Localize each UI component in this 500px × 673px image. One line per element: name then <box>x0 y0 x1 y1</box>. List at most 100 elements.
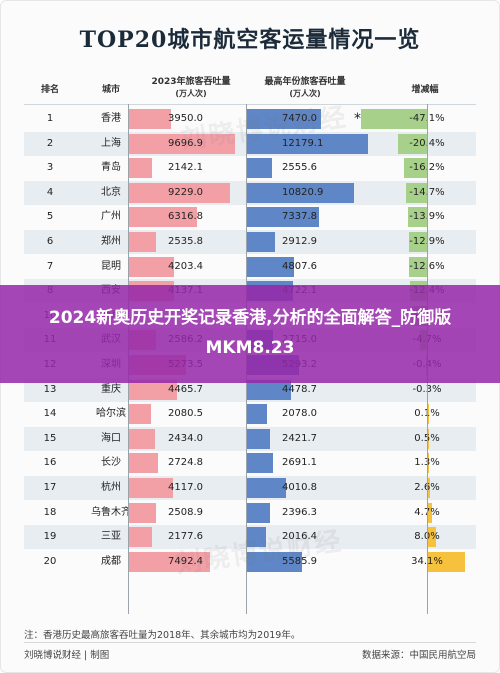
bar-max-year <box>246 478 287 498</box>
value-2023-label: 2535.8 <box>168 236 203 247</box>
bar-change <box>407 207 427 228</box>
rank-cell: 14 <box>43 408 57 420</box>
bar-2023 <box>128 453 158 474</box>
table-row: 7 昆明 4203.4 4807.6 -12.6% <box>24 255 476 279</box>
footnote: 注：香港历史最高旅客吞吐量为2018年、其余城市均为2019年。 <box>24 630 301 641</box>
city-cell: 重庆 <box>101 383 121 395</box>
header-change: 增减幅 <box>411 85 439 95</box>
header-rank: 排名 <box>40 85 59 95</box>
value-max-label: 12179.1 <box>282 137 324 149</box>
city-cell: 昆明 <box>101 260 121 272</box>
value-max-label: 2421.7 <box>282 432 317 444</box>
bar-2023 <box>128 256 175 277</box>
rank-cell: 6 <box>46 236 54 247</box>
bar-max-year <box>246 527 267 548</box>
rank-cell: 7 <box>46 260 54 272</box>
promo-overlay-banner[interactable]: 2024新奥历史开奖记录香港,分析的全面解答_防御版MKM8.23 <box>0 285 500 383</box>
value-max-label: 2016.4 <box>282 531 317 543</box>
header-2023-unit: (万人次) <box>175 89 207 98</box>
change-label: -13.9% <box>397 205 457 229</box>
rank-cell: 5 <box>46 211 54 223</box>
bar-2023 <box>128 109 172 129</box>
bar-change <box>361 109 427 129</box>
bar-change <box>408 232 427 252</box>
value-2023-label: 2724.8 <box>168 457 203 469</box>
bar-2023 <box>128 478 174 498</box>
bar-max-year <box>246 109 321 129</box>
header-max: 最高年份旅客吞吐量 (万人次) <box>245 76 365 100</box>
bar-max-year <box>246 379 291 400</box>
value-max-label: 4010.8 <box>282 482 317 493</box>
bar-change <box>409 256 427 277</box>
value-2023-label: 2142.1 <box>168 162 203 174</box>
bar-max-year <box>246 207 320 228</box>
bar-max-year <box>246 133 368 154</box>
table-row: 2 上海 9696.9 12179.1 -20.4% <box>24 131 476 156</box>
header-city: 城市 <box>101 85 120 95</box>
value-max-label: 10820.9 <box>282 186 324 198</box>
value-max-label: 2691.1 <box>282 457 317 469</box>
bar-2023 <box>128 551 211 572</box>
bar-max-year <box>246 182 355 203</box>
footer-credit: 刘晓博说财经 | 制图 <box>24 650 110 661</box>
overlay-text[interactable]: 2024新奥历史开奖记录香港,分析的全面解答_防御版MKM8.23 <box>48 308 452 358</box>
value-max-label: 7470.0 <box>282 113 317 124</box>
value-2023-label: 9696.9 <box>168 137 203 149</box>
value-max-label: 2555.6 <box>282 162 317 174</box>
bar-change <box>427 551 465 572</box>
rank-cell: 18 <box>43 506 57 518</box>
header-2023: 2023年旅客吞吐量 (万人次) <box>136 76 246 100</box>
rank-cell: 17 <box>43 482 57 493</box>
header-rule <box>24 104 476 105</box>
historic-peak-star: * <box>354 111 361 127</box>
bar-max-year <box>246 551 302 572</box>
value-max-label: 7337.8 <box>282 211 317 223</box>
bar-max-year <box>246 158 272 179</box>
bar-max-year <box>246 502 270 523</box>
footer-source: 数据来源：中国民用航空局 <box>361 650 476 661</box>
bar-max-year <box>246 453 273 474</box>
city-cell: 青岛 <box>101 162 121 174</box>
value-2023-label: 7492.4 <box>168 555 203 567</box>
rank-cell: 20 <box>43 555 57 567</box>
bar-change <box>406 182 427 203</box>
city-cell: 北京 <box>101 186 121 198</box>
value-2023-label: 2434.0 <box>168 432 203 444</box>
city-cell: 杭州 <box>101 482 121 493</box>
bar-2023 <box>128 182 230 203</box>
value-max-label: 2396.3 <box>282 506 317 518</box>
rank-cell: 13 <box>43 383 57 395</box>
value-2023-label: 2080.5 <box>168 408 203 420</box>
value-2023-label: 4203.4 <box>168 260 203 272</box>
table-row: 3 青岛 2142.1 2555.6 -16.2% <box>24 156 476 180</box>
value-max-label: 2912.9 <box>282 236 317 247</box>
change-label: -12.6% <box>397 255 457 279</box>
city-cell: 海口 <box>101 432 121 444</box>
rank-cell: 4 <box>46 186 54 198</box>
change-label: -12.9% <box>397 230 457 254</box>
bar-change <box>398 133 427 154</box>
bar-2023 <box>128 158 152 179</box>
rank-cell: 15 <box>43 432 57 444</box>
bar-max-year <box>246 232 276 252</box>
value-max-label: 5585.9 <box>282 555 317 567</box>
bar-2023 <box>128 133 235 154</box>
city-cell: 哈尔滨 <box>96 408 126 420</box>
value-2023-label: 9229.0 <box>168 186 203 198</box>
bar-2023 <box>128 527 152 548</box>
chart-title: TOP20城市航空客运量情况一览 <box>79 27 421 53</box>
table-row: 6 郑州 2535.8 2912.9 -12.9% <box>24 230 476 254</box>
value-2023-label: 3950.0 <box>168 113 203 124</box>
bar-max-year <box>246 428 271 449</box>
city-cell: 郑州 <box>101 236 121 247</box>
footer-rule <box>24 642 476 643</box>
table-row: 5 广州 6316.8 7337.8 -13.9% <box>24 205 476 229</box>
value-2023-label: 4465.7 <box>168 383 203 395</box>
bar-change <box>404 158 427 179</box>
bar-change <box>427 527 436 548</box>
